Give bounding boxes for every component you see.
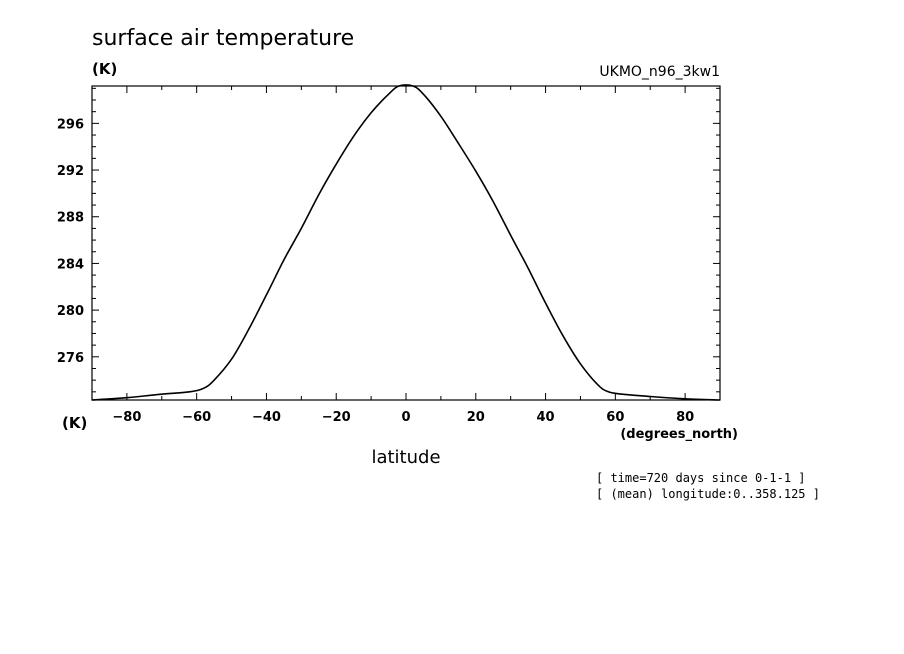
x-axis-units: (degrees_north) <box>620 427 738 442</box>
x-tick-label: 60 <box>606 410 624 425</box>
y-tick-labels: 276 280 284 288 292 296 <box>57 117 84 365</box>
y-tick-label: 288 <box>57 211 84 226</box>
x-tick-label: 20 <box>467 410 485 425</box>
y-tick-label: 276 <box>57 351 84 366</box>
y-tick-label: 292 <box>57 164 84 179</box>
chart-title: surface air temperature <box>92 26 354 51</box>
x-tick-label: 0 <box>401 410 410 425</box>
y-ticks <box>92 87 720 393</box>
x-tick-labels: −80 −60 −40 −20 0 20 40 60 80 <box>112 410 694 425</box>
x-tick-label: −60 <box>182 410 211 425</box>
y-tick-label: 280 <box>57 304 84 319</box>
model-label: UKMO_n96_3kw1 <box>599 64 720 80</box>
y-tick-label: 296 <box>57 117 84 132</box>
y-axis-unit-label: (K) <box>92 60 117 78</box>
x-tick-label: −40 <box>252 410 281 425</box>
time-note: [ time=720 days since 0-1-1 ] <box>596 471 806 485</box>
x-axis-label: latitude <box>371 447 440 468</box>
x-tick-label: −20 <box>322 410 351 425</box>
longitude-note: [ (mean) longitude:0..358.125 ] <box>596 487 820 501</box>
series-line-surface-air-temperature <box>91 84 721 401</box>
x-tick-label: 40 <box>537 410 555 425</box>
x-tick-label: 80 <box>676 410 694 425</box>
x-tick-label: −80 <box>112 410 141 425</box>
x-axis-unit-label: (K) <box>62 414 87 432</box>
y-tick-label: 284 <box>57 257 84 272</box>
